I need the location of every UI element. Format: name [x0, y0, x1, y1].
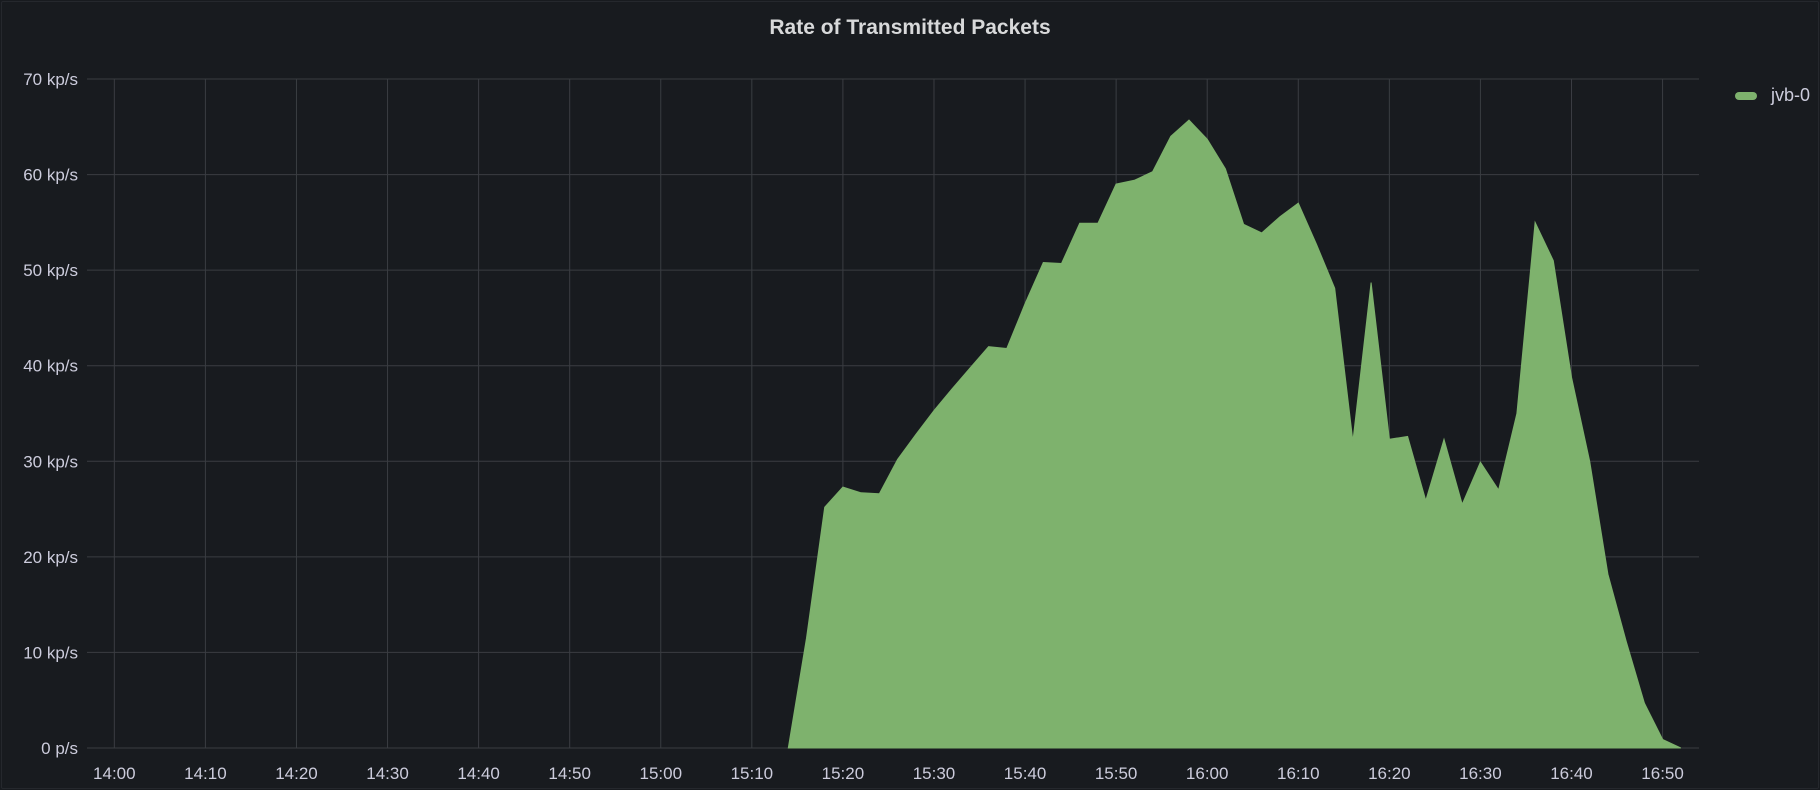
- x-tick-label: 15:40: [1004, 764, 1047, 783]
- x-tick-label: 14:20: [275, 764, 318, 783]
- legend-item-jvb-0[interactable]: jvb-0: [1735, 85, 1810, 106]
- x-tick-label: 14:50: [548, 764, 591, 783]
- x-axis: 14:00 14:10 14:20 14:30 14:40 14:50 15:00 15:10…: [93, 764, 1684, 783]
- x-tick-label: 16:50: [1641, 764, 1684, 783]
- y-tick-label: 20 kp/s: [23, 548, 78, 567]
- x-tick-label: 15:50: [1095, 764, 1138, 783]
- x-tick-label: 14:10: [184, 764, 227, 783]
- x-tick-label: 16:30: [1459, 764, 1502, 783]
- y-tick-label: 50 kp/s: [23, 261, 78, 280]
- x-tick-label: 15:30: [913, 764, 956, 783]
- y-tick-label: 40 kp/s: [23, 357, 78, 376]
- legend-swatch: [1735, 91, 1757, 100]
- x-tick-label: 14:30: [366, 764, 409, 783]
- x-tick-label: 14:00: [93, 764, 136, 783]
- x-tick-label: 16:20: [1368, 764, 1411, 783]
- x-tick-label: 15:20: [822, 764, 865, 783]
- y-tick-label: 0 p/s: [41, 739, 78, 758]
- y-tick-label: 60 kp/s: [23, 166, 78, 185]
- y-axis: 0 p/s 10 kp/s 20 kp/s 30 kp/s 40 kp/s 50 kp/s…: [23, 70, 78, 758]
- panel-title: Rate of Transmitted Packets: [769, 16, 1051, 39]
- x-tick-label: 14:40: [457, 764, 500, 783]
- x-tick-label: 15:00: [639, 764, 682, 783]
- x-tick-label: 16:40: [1550, 764, 1593, 783]
- y-tick-label: 10 kp/s: [23, 643, 78, 662]
- y-tick-label: 70 kp/s: [23, 70, 78, 89]
- y-tick-label: 30 kp/s: [23, 452, 78, 471]
- x-tick-label: 16:10: [1277, 764, 1320, 783]
- x-tick-label: 16:00: [1186, 764, 1229, 783]
- legend-label: jvb-0: [1771, 85, 1811, 105]
- chart-series: [787, 119, 1682, 749]
- series-area-jvb-0: [787, 119, 1682, 749]
- x-tick-label: 15:10: [731, 764, 774, 783]
